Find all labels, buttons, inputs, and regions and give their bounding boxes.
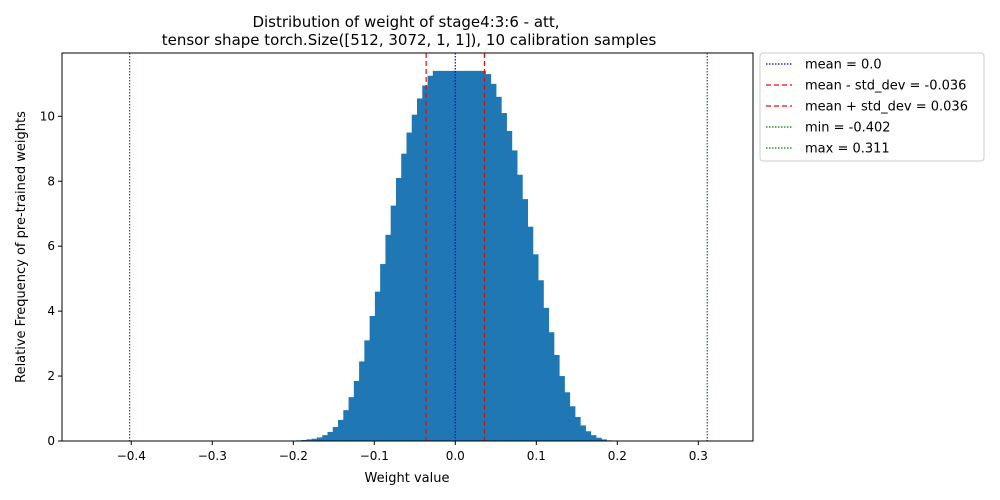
legend: mean = 0.0 mean - std_dev = -0.036 mean + …: [759, 52, 985, 162]
histogram-bar: [411, 114, 418, 441]
histogram-bar: [480, 70, 486, 442]
histogram-bar: [374, 291, 381, 441]
histogram-bar: [517, 174, 523, 441]
y-tick-label: 2: [47, 369, 55, 383]
chart-title: Distribution of weight of stage4:3:6 - a…: [252, 13, 559, 31]
y-axis-ticks: 0 2 4 6 8 10: [40, 109, 62, 448]
histogram-bar: [401, 153, 407, 441]
histogram-bar: [417, 98, 423, 442]
histogram-bar: [448, 70, 455, 442]
histogram-bar: [316, 437, 323, 441]
histogram-bar: [432, 70, 439, 442]
plot-frame: [61, 52, 754, 442]
histogram-bar: [501, 113, 507, 441]
histogram-bar: [506, 130, 513, 442]
histogram-bar: [569, 406, 576, 441]
histogram-bar: [311, 438, 318, 441]
x-tick-label: −0.2: [279, 449, 308, 463]
histogram-bar: [564, 392, 571, 441]
legend-label: mean = 0.0: [805, 58, 882, 73]
y-tick-label: 4: [47, 304, 55, 318]
histogram-bar: [322, 435, 328, 441]
histogram-bar: [369, 316, 376, 441]
histogram-bar: [543, 307, 550, 441]
y-tick-label: 0: [47, 434, 55, 448]
histogram-bar: [390, 205, 397, 441]
histogram-bar: [332, 427, 339, 441]
x-tick-label: 0.1: [527, 449, 546, 463]
histogram-bars: [290, 70, 613, 442]
histogram-bar: [364, 340, 371, 441]
legend-label: max = 0.311: [805, 142, 890, 157]
histogram-bar: [464, 70, 471, 442]
histogram-bar: [348, 397, 355, 441]
histogram-bar: [496, 96, 502, 441]
histogram-bar: [559, 376, 565, 441]
x-axis-label: Weight value: [365, 471, 450, 486]
histogram-bar: [538, 280, 544, 441]
histogram-bar: [327, 431, 334, 441]
histogram-bar: [438, 70, 444, 442]
reference-lines: [129, 53, 708, 441]
histogram-bar: [485, 74, 492, 441]
histogram-bar: [422, 85, 428, 441]
histogram-bar: [580, 425, 586, 441]
x-axis-ticks: −0.4 −0.3 −0.2 −0.1 0.0 0.1 0.2 0.3: [117, 441, 708, 463]
x-tick-label: −0.1: [360, 449, 389, 463]
histogram-bar: [343, 410, 349, 441]
x-tick-label: 0.3: [689, 449, 708, 463]
histogram-bar: [511, 150, 518, 441]
x-tick-label: −0.4: [117, 449, 146, 463]
histogram-bar: [490, 83, 497, 441]
histogram-bar: [385, 234, 392, 441]
histogram-bar: [453, 70, 460, 442]
y-axis-label: Relative Frequency of pre-trained weight…: [14, 111, 29, 383]
histogram-bar: [459, 70, 465, 442]
y-tick-label: 10: [40, 109, 55, 123]
histogram-bar: [522, 199, 528, 441]
histogram-bar: [590, 435, 597, 441]
legend-frame: [759, 52, 985, 162]
histogram-bar: [406, 132, 413, 442]
histogram-bar: [601, 439, 607, 441]
histogram-bar: [395, 178, 402, 441]
histogram-bar: [469, 70, 476, 442]
chart-subtitle: tensor shape torch.Size([512, 3072, 1, 1…: [162, 31, 657, 49]
histogram-bar: [527, 226, 534, 441]
histogram-bar: [353, 380, 360, 441]
legend-label: mean - std_dev = -0.036: [805, 79, 966, 94]
legend-label: min = -0.402: [805, 121, 891, 136]
histogram-bar: [574, 416, 581, 441]
histogram-bar: [443, 70, 450, 442]
histogram-bar: [306, 439, 313, 441]
histogram-bar: [553, 354, 560, 441]
x-tick-label: 0.0: [446, 449, 465, 463]
histogram-bar: [359, 361, 365, 441]
histogram-bar: [427, 75, 434, 441]
x-tick-label: 0.2: [608, 449, 627, 463]
y-tick-label: 8: [47, 174, 55, 188]
x-tick-label: −0.3: [198, 449, 227, 463]
histogram-bar: [596, 437, 602, 441]
histogram-bar: [548, 332, 555, 441]
histogram-bar: [474, 70, 481, 442]
legend-label: mean + std_dev = 0.036: [805, 100, 968, 115]
histogram-bar: [585, 431, 592, 441]
histogram-bar: [532, 254, 539, 441]
histogram-bar: [338, 419, 344, 441]
y-tick-label: 6: [47, 239, 55, 253]
histogram-bar: [380, 264, 386, 441]
